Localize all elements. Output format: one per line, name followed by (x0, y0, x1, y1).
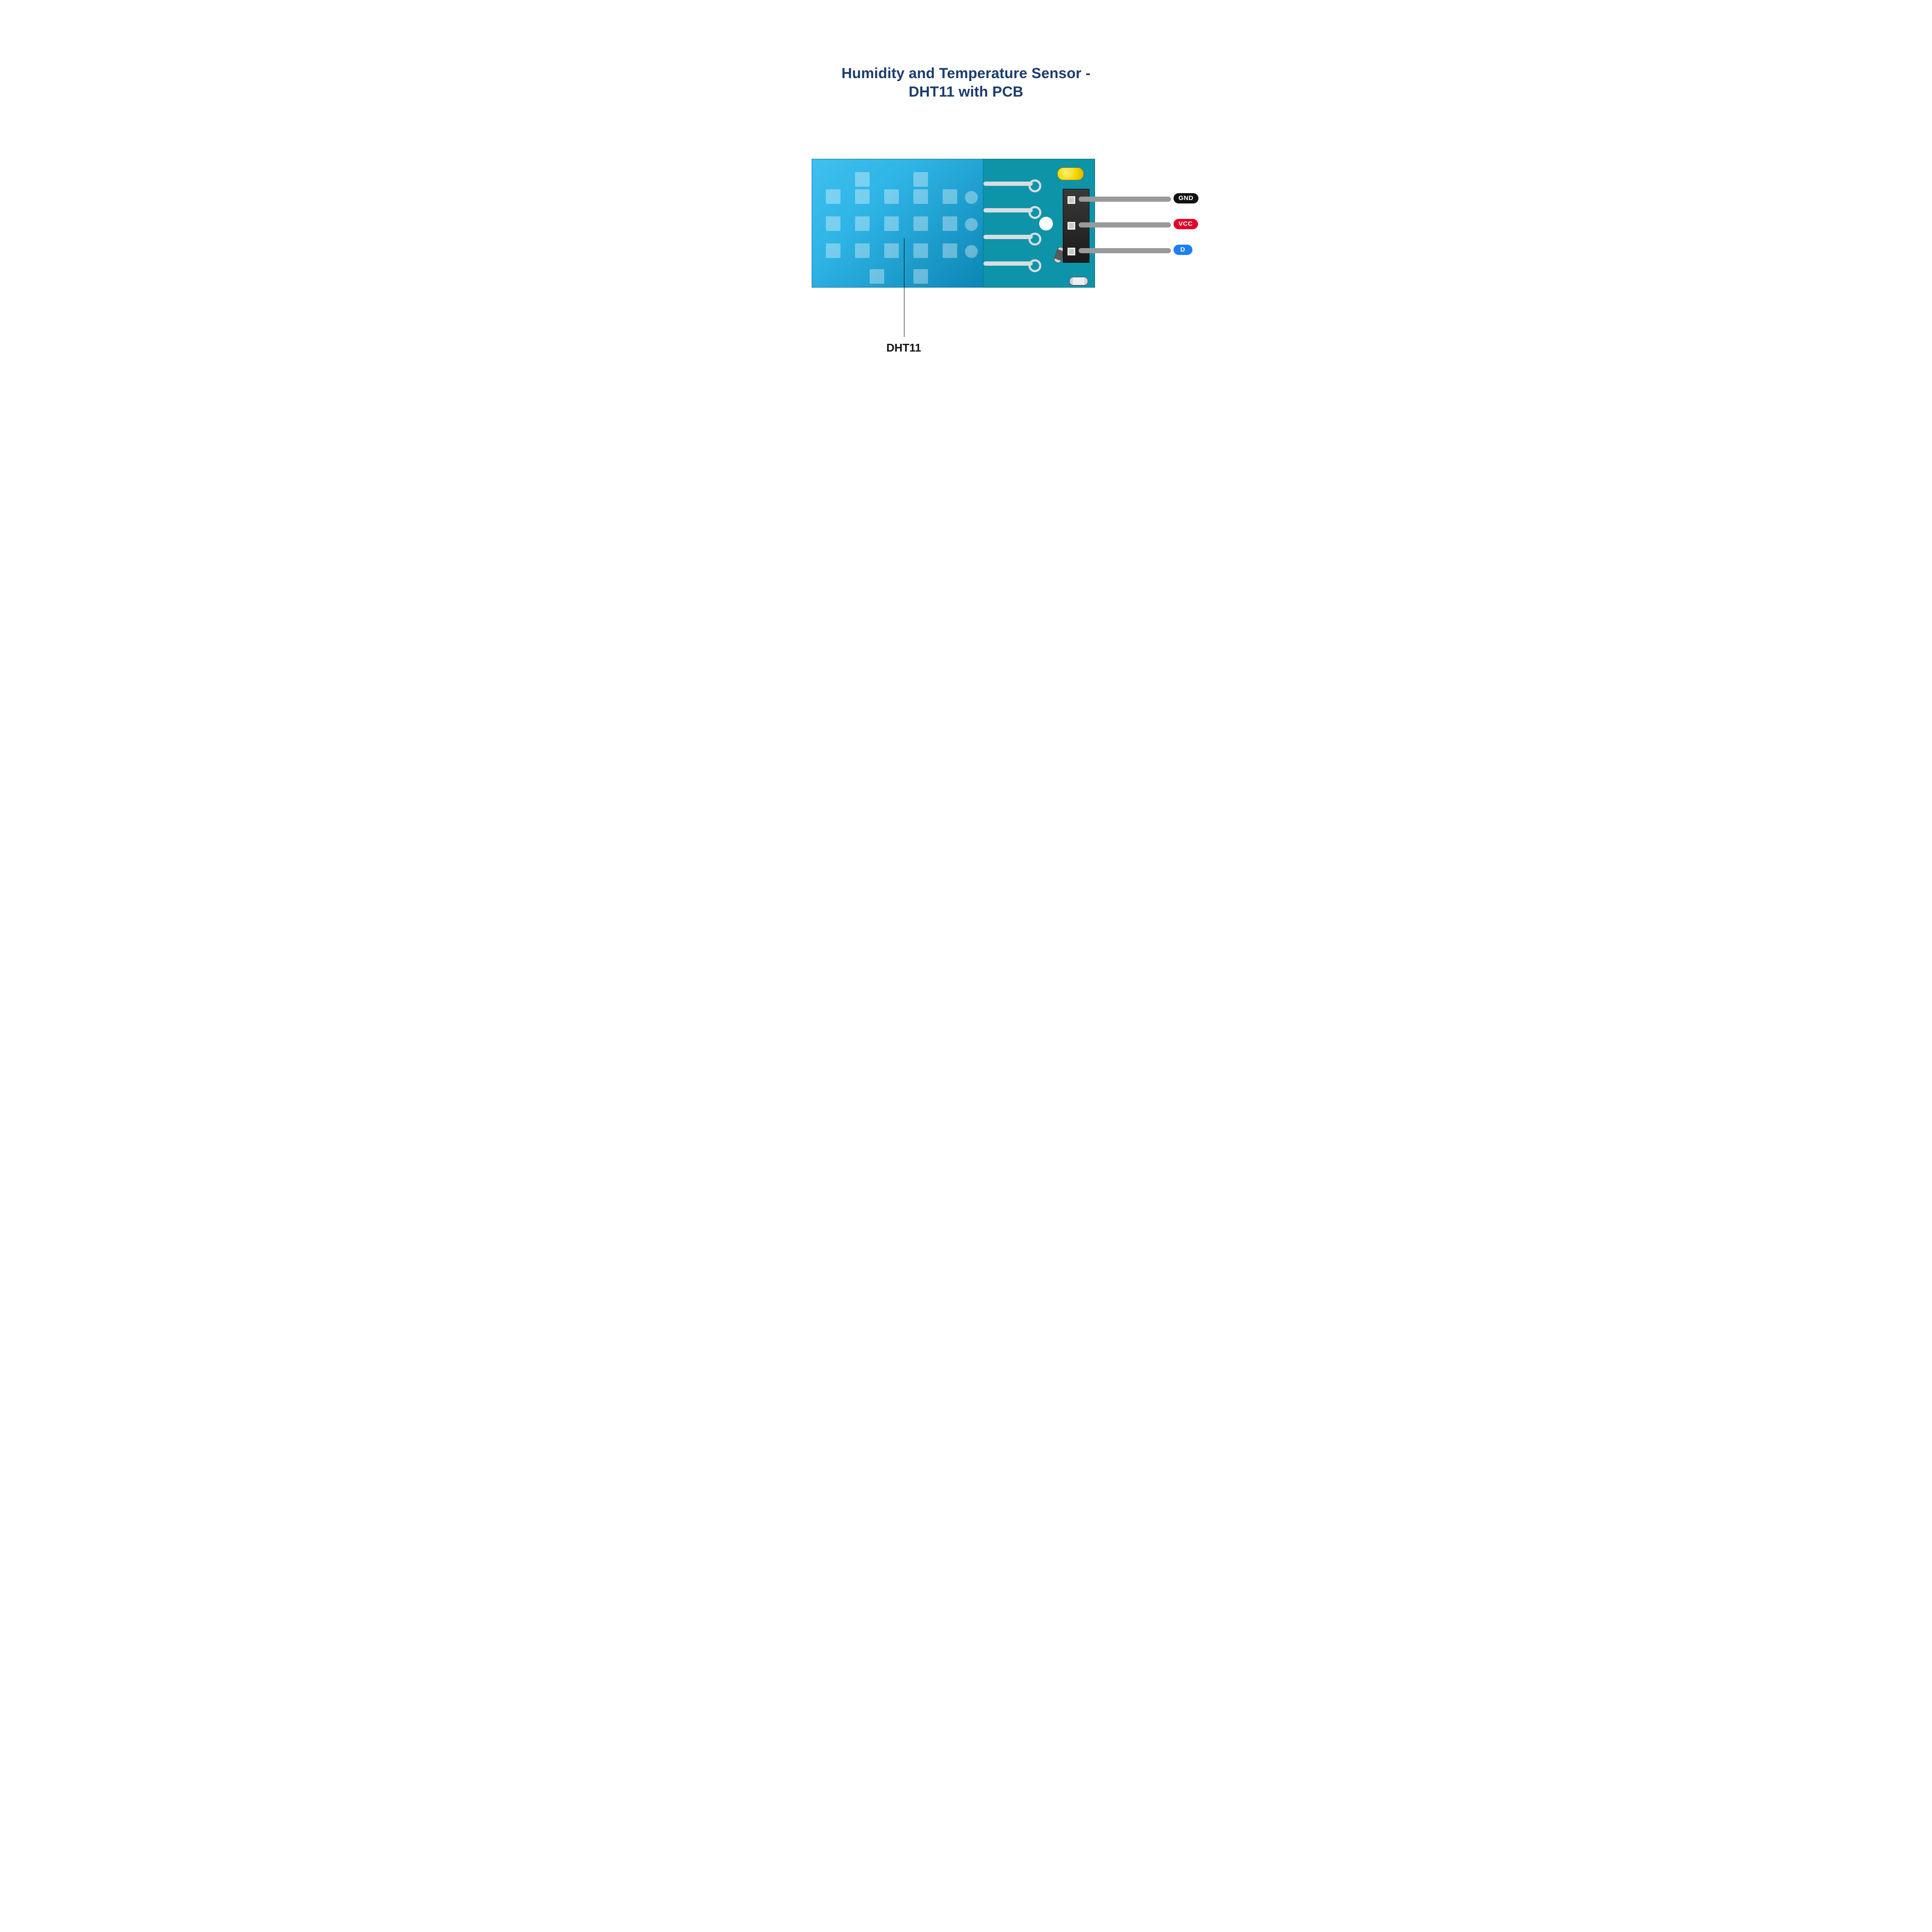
sensor-vent-hole (855, 172, 870, 187)
diagram-canvas: Humidity and Temperature Sensor - DHT11 … (734, 0, 1198, 464)
sensor-vent-hole (855, 216, 870, 231)
pin-lead-d (1079, 248, 1171, 253)
sensor-vent-hole-round (965, 218, 978, 231)
pin-lead-vcc (1079, 222, 1171, 227)
sensor-vent-hole (884, 189, 899, 204)
sensor-vent-hole (913, 243, 928, 258)
sensor-vent-hole (943, 189, 957, 204)
sensor-vent-hole (913, 189, 928, 204)
sensor-vent-hole (855, 189, 870, 204)
pin-lead-gnd (1079, 197, 1171, 202)
sensor-vent-hole (913, 216, 928, 231)
callout-label: DHT11 (876, 341, 932, 355)
header-pin-2 (1068, 222, 1075, 230)
pcb-trace-3 (983, 235, 1033, 239)
sensor-vent-hole (826, 189, 840, 204)
sensor-vent-hole (884, 243, 899, 258)
sensor-vent-hole-round (965, 191, 978, 204)
sensor-vent-hole (943, 216, 957, 231)
header-pin-3 (1068, 248, 1075, 255)
sensor-vent-hole (943, 243, 957, 258)
diagram-title: Humidity and Temperature Sensor - DHT11 … (734, 64, 1198, 101)
pcb-trace-2 (983, 208, 1033, 212)
pcb-trace-4 (983, 261, 1033, 266)
pin-label-gnd: GND (1174, 193, 1199, 203)
sensor-vent-hole (855, 243, 870, 258)
title-line1: Humidity and Temperature Sensor - (841, 65, 1090, 82)
smd-capacitor (1069, 277, 1088, 285)
header-pin-1 (1068, 196, 1075, 204)
dht11-module: GND VCC D (812, 159, 1121, 288)
sensor-vent-hole (913, 172, 928, 187)
sensor-vent-hole (884, 216, 899, 231)
sensor-vent-hole-round (965, 245, 978, 258)
pin-label-d: D (1174, 245, 1192, 255)
sensor-vent-hole (826, 243, 840, 258)
sensor-vent-hole (870, 269, 884, 284)
capacitor-yellow (1057, 167, 1084, 180)
pin-label-vcc: VCC (1174, 219, 1198, 229)
pcb-trace-1 (983, 182, 1033, 186)
mounting-hole (1039, 217, 1053, 231)
sensor-vent-hole (826, 216, 840, 231)
sensor-vent-hole (913, 269, 928, 284)
dht11-sensor-body (812, 159, 983, 288)
title-line2: DHT11 with PCB (734, 83, 1198, 101)
